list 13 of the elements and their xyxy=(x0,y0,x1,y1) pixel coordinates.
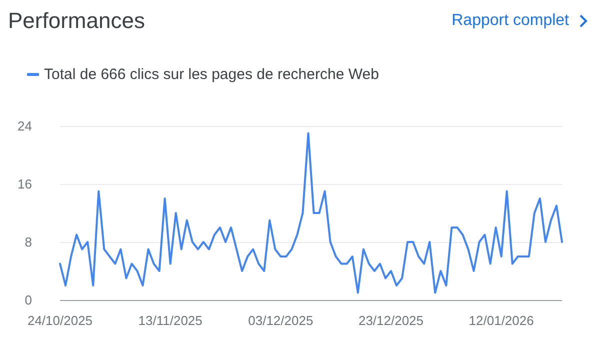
legend-label: Total de 666 clics sur les pages de recherche Web xyxy=(44,66,379,83)
y-tick-label: 16 xyxy=(18,176,32,192)
y-tick-label: 0 xyxy=(24,292,32,308)
x-tick-label: 03/12/2025 xyxy=(248,313,314,328)
x-tick-label: 23/12/2025 xyxy=(358,313,424,328)
line-series xyxy=(59,132,563,294)
x-tick-label: 13/11/2025 xyxy=(138,313,202,328)
chart-title: Performances xyxy=(8,8,145,34)
y-tick-label: 24 xyxy=(18,118,32,134)
x-tick-label: 24/10/2025 xyxy=(27,313,93,328)
y-tick-label: 8 xyxy=(24,234,32,250)
text: Rapport complet xyxy=(452,12,569,30)
x-tick-label: 12/01/2026 xyxy=(468,313,534,328)
